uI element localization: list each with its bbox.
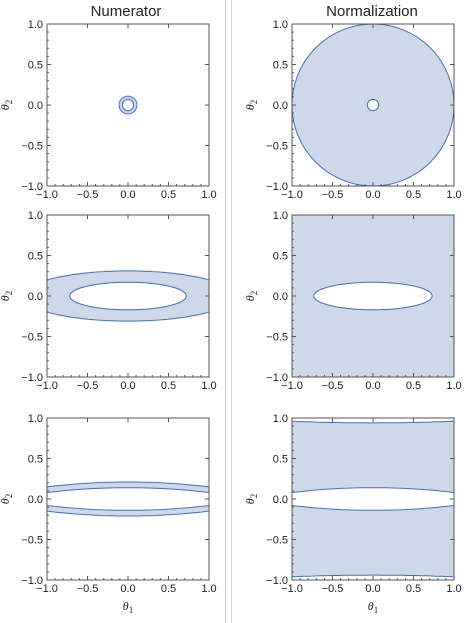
y-axis-label: θ2 [243, 494, 259, 504]
y-tick-label: −1.0 [21, 181, 43, 193]
x-tick-label: 1.0 [201, 380, 216, 392]
y-tick-label: 1.0 [28, 413, 43, 425]
panel-numerator-row-1: −1.0−1.0 −0.5 −0.5 0.0 0.0 0.5 0.5 1.0 1.0 θ2 [0, 19, 217, 201]
y-tick-label: −1.0 [21, 575, 43, 587]
region-lower-band [291, 504, 455, 578]
plot-frame [46, 417, 210, 581]
x-tick-label: 1.0 [201, 583, 216, 595]
x-tick-label: 1.0 [446, 189, 461, 201]
y-tick-label: 0.0 [273, 291, 288, 303]
y-tick-label: −0.5 [266, 535, 288, 547]
panel-normalization-row-3: −1.0−1.0 −0.5 −0.5 0.0 0.0 0.5 0.5 1.0 1.0 θ2 θ1 [243, 413, 462, 615]
x-tick-label: 0.5 [161, 380, 176, 392]
x-tick-label: 0.5 [161, 189, 176, 201]
y-tick-label: 0.5 [273, 60, 288, 72]
y-tick-label: 1.0 [273, 210, 288, 222]
region-lower-arc [46, 504, 210, 517]
plot-frame [46, 23, 210, 187]
column-title-normalization: Normalization [326, 3, 418, 20]
x-tick-label: 0.0 [365, 189, 380, 201]
y-tick-label: 0.0 [28, 100, 43, 112]
y-tick-label: −0.5 [21, 332, 43, 344]
region-elliptic-ring [46, 270, 210, 322]
y-tick-label: 1.0 [273, 19, 288, 31]
y-tick-label: 0.0 [28, 291, 43, 303]
column-title-numerator: Numerator [90, 3, 162, 20]
x-axis-label: θ1 [368, 599, 378, 615]
x-tick-label: −1.0 [281, 380, 303, 392]
region-annulus [118, 95, 138, 115]
column-separator [231, 0, 232, 623]
x-tick-label: −1.0 [36, 189, 58, 201]
x-tick-label: 1.0 [446, 380, 461, 392]
y-tick-label: 0.5 [28, 251, 43, 263]
y-axis-label: θ2 [243, 291, 259, 301]
x-tick-label: −0.5 [322, 189, 344, 201]
y-tick-label: 0.0 [273, 494, 288, 506]
y-tick-label: −1.0 [266, 181, 288, 193]
y-axis-label: θ2 [243, 100, 259, 110]
x-tick-label: −0.5 [77, 189, 99, 201]
region-upper-arc [46, 481, 210, 494]
plot-frame [46, 214, 210, 378]
x-tick-label: 0.0 [120, 380, 135, 392]
column-separator [225, 0, 226, 623]
x-tick-label: 0.0 [120, 583, 135, 595]
panel-numerator-row-3: −1.0−1.0 −0.5 −0.5 0.0 0.0 0.5 0.5 1.0 1.0 θ2 θ1 [0, 413, 217, 615]
y-axis-label: θ2 [0, 494, 14, 504]
y-tick-label: −0.5 [21, 141, 43, 153]
x-tick-label: 0.0 [120, 189, 135, 201]
x-axis-label: θ1 [123, 599, 133, 615]
y-tick-label: 0.5 [273, 251, 288, 263]
x-tick-label: 1.0 [446, 583, 461, 595]
x-tick-label: −1.0 [36, 380, 58, 392]
region-annulus [291, 23, 455, 187]
x-tick-label: −1.0 [36, 583, 58, 595]
y-axis-label: θ2 [0, 291, 14, 301]
x-tick-label: −0.5 [77, 380, 99, 392]
region-square-minus-ellipse [291, 214, 455, 378]
x-tick-label: −1.0 [281, 189, 303, 201]
panel-normalization-row-1: −1.0−1.0 −0.5 −0.5 0.0 0.0 0.5 0.5 1.0 1.0 θ2 [243, 19, 462, 201]
y-tick-label: −1.0 [266, 575, 288, 587]
x-tick-label: 0.5 [406, 380, 421, 392]
y-tick-label: −0.5 [21, 535, 43, 547]
x-tick-label: 0.0 [365, 380, 380, 392]
x-tick-label: 0.5 [406, 189, 421, 201]
y-tick-label: 1.0 [28, 210, 43, 222]
panel-numerator-row-2: −1.0−1.0 −0.5 −0.5 0.0 0.0 0.5 0.5 1.0 1.0 θ2 [0, 210, 217, 392]
x-tick-label: 1.0 [201, 189, 216, 201]
y-tick-label: 0.0 [28, 494, 43, 506]
y-tick-label: −1.0 [21, 372, 43, 384]
x-tick-label: 0.0 [365, 583, 380, 595]
x-tick-label: −0.5 [77, 583, 99, 595]
x-tick-label: 0.5 [406, 583, 421, 595]
y-tick-label: −0.5 [266, 332, 288, 344]
y-tick-label: 0.5 [28, 60, 43, 72]
y-tick-label: 0.5 [28, 454, 43, 466]
region-upper-band [291, 420, 455, 494]
y-tick-label: −1.0 [266, 372, 288, 384]
y-axis-label: θ2 [0, 100, 14, 110]
x-tick-label: −0.5 [322, 583, 344, 595]
panel-normalization-row-2: −1.0−1.0 −0.5 −0.5 0.0 0.0 0.5 0.5 1.0 1.0 θ2 [243, 210, 462, 392]
y-tick-label: 0.5 [273, 454, 288, 466]
x-tick-label: −1.0 [281, 583, 303, 595]
x-tick-label: −0.5 [322, 380, 344, 392]
y-tick-label: 1.0 [28, 19, 43, 31]
y-tick-label: 1.0 [273, 413, 288, 425]
x-tick-label: 0.5 [161, 583, 176, 595]
y-tick-label: −0.5 [266, 141, 288, 153]
y-tick-label: 0.0 [273, 100, 288, 112]
